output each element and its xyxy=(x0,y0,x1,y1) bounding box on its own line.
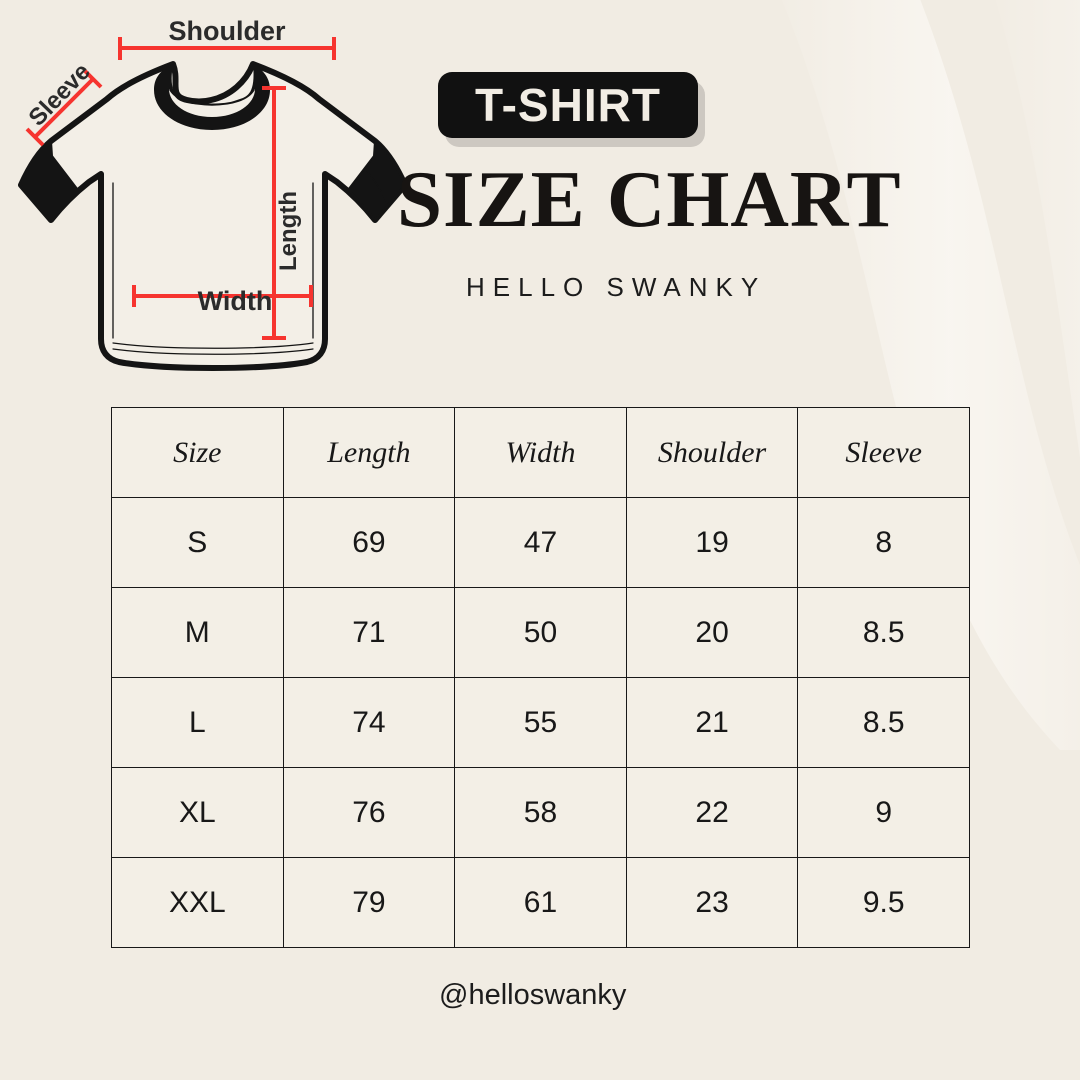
svg-text:Sleeve: Sleeve xyxy=(23,58,95,131)
svg-text:Shoulder: Shoulder xyxy=(168,16,285,46)
svg-text:Length: Length xyxy=(275,191,302,271)
svg-text:Width: Width xyxy=(198,286,273,316)
